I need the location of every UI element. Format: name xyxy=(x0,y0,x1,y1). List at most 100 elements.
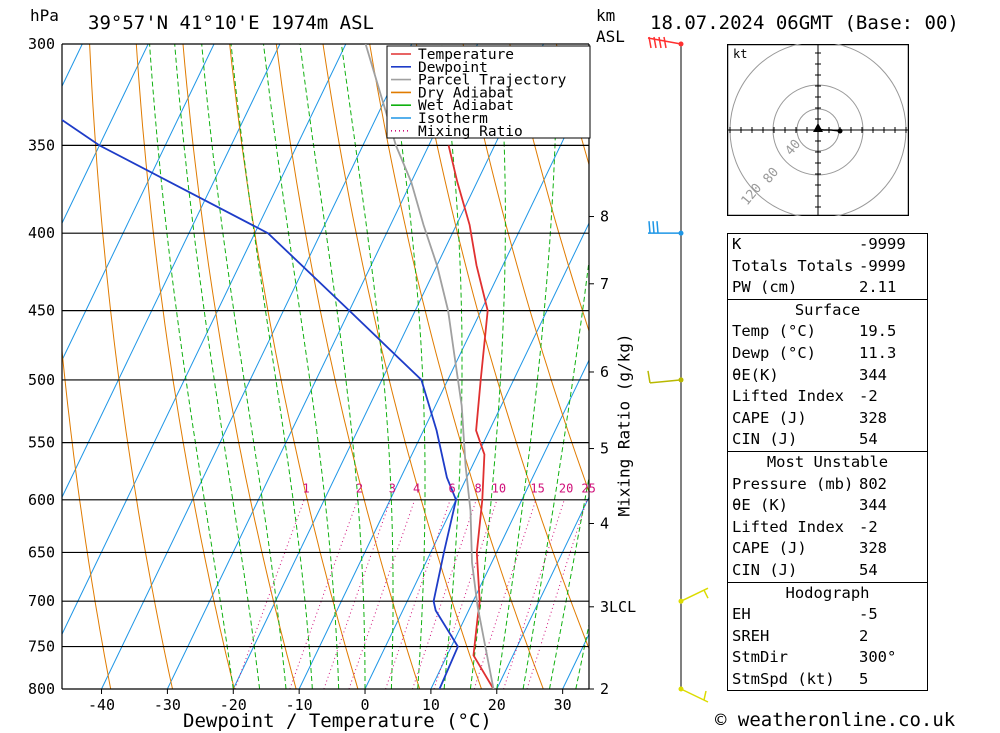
legend-label: Dry Adiabat xyxy=(418,85,514,101)
isotherm-line xyxy=(0,44,16,689)
index-value: 344 xyxy=(859,496,887,515)
wet-adiabat-line xyxy=(549,474,589,689)
wind-barb xyxy=(649,379,682,384)
surface-box: Surface Temp (°C) 19.5 Dewp (°C) 11.3 θE(K… xyxy=(727,299,928,452)
index-label: EH xyxy=(732,605,751,624)
dry-adiabat-line xyxy=(275,44,421,689)
hodograph-unit-label: kt xyxy=(733,47,747,61)
pressure-tick-label: 400 xyxy=(28,224,55,242)
index-row: EH -5 xyxy=(728,604,927,626)
altitude-tick-label: 4 xyxy=(600,514,609,532)
mixing-ratio-line xyxy=(385,499,451,689)
legend-label: Wet Adiabat xyxy=(418,98,514,114)
mixing-ratio-label: 1 xyxy=(303,481,310,495)
temperature-tick-label: 0 xyxy=(361,696,370,714)
index-label: SREH xyxy=(732,626,770,645)
index-value: 2.11 xyxy=(859,278,897,297)
index-value: 54 xyxy=(859,430,878,449)
index-label: CIN (J) xyxy=(732,430,798,449)
wind-barb xyxy=(663,36,667,49)
mixing-ratio-label: 20 xyxy=(559,481,573,495)
copyright-link[interactable]: © weatheronline.co.uk xyxy=(715,709,956,731)
mixing-ratio-line xyxy=(289,499,358,689)
x-axis-title: Dewpoint / Temperature (°C) xyxy=(183,710,492,732)
index-value: 328 xyxy=(859,408,887,427)
index-label: θE(K) xyxy=(732,365,779,384)
index-value: -2 xyxy=(859,517,878,536)
mixing-ratio-label: 25 xyxy=(581,481,595,495)
isotherm-line xyxy=(232,44,544,689)
most-unstable-title: Most Unstable xyxy=(766,452,889,471)
index-label: StmDir xyxy=(732,648,788,667)
legend-label: Temperature xyxy=(418,47,514,63)
location-title: 39°57'N 41°10'E 1974m ASL xyxy=(88,12,374,34)
dry-adiabat-line xyxy=(322,44,482,689)
isotherm-line xyxy=(430,359,589,689)
index-row: CIN (J) 54 xyxy=(728,429,927,451)
isotherm-line xyxy=(364,222,589,689)
wind-barb xyxy=(647,370,651,384)
wind-barb xyxy=(680,587,709,602)
index-row: SREH 2 xyxy=(728,626,927,648)
mixing-ratio-label: 8 xyxy=(475,481,482,495)
altitude-tick-label: 7 xyxy=(600,275,609,293)
isotherm-line xyxy=(298,85,589,689)
mixing-ratio-label: 6 xyxy=(448,481,455,495)
mixing-ratio-line xyxy=(348,499,416,689)
pressure-tick-label: 750 xyxy=(28,638,55,656)
dry-adiabat-line xyxy=(509,44,589,333)
dry-adiabat-line xyxy=(977,44,1000,689)
index-value: -5 xyxy=(859,605,878,624)
index-label: Pressure (mb) xyxy=(732,474,854,493)
index-value: 344 xyxy=(859,365,887,384)
pressure-tick-label: 700 xyxy=(28,592,55,610)
wet-adiabat-line xyxy=(174,44,261,689)
hodograph-panel: kt 40 80 120 xyxy=(727,44,909,216)
index-row: θE (K) 344 xyxy=(728,495,927,517)
indices-table: K -9999 Totals Totals -9999 PW (cm) 2.11 Su… xyxy=(727,233,928,692)
wind-barb xyxy=(653,36,657,49)
index-label: K xyxy=(732,235,742,253)
mixing-ratio-label: 10 xyxy=(492,481,506,495)
wet-adiabat-line xyxy=(575,622,589,689)
index-value: 54 xyxy=(859,560,878,579)
wet-adiabat-line xyxy=(388,44,426,689)
index-label: Lifted Index xyxy=(732,387,844,406)
temperature-tick-label: 20 xyxy=(488,696,506,714)
mixing-ratio-line xyxy=(473,499,537,689)
general-indices-box: K -9999 Totals Totals -9999 PW (cm) 2.11 xyxy=(727,233,928,300)
km-label: km xyxy=(596,6,616,25)
isotherm-line xyxy=(166,44,478,689)
temperature-tick-label: -40 xyxy=(88,696,115,714)
asl-label: ASL xyxy=(596,27,625,46)
index-label: Dewp (°C) xyxy=(732,343,816,362)
index-label: StmSpd (kt) xyxy=(732,669,835,688)
index-row: K -9999 xyxy=(728,234,927,256)
altitude-tick-label: 8 xyxy=(600,208,609,226)
index-label: Totals Totals xyxy=(732,256,854,275)
datetime-label: 18.07.2024 06GMT (Base: 00) xyxy=(650,12,959,34)
wind-barb xyxy=(658,36,662,49)
isotherm-line xyxy=(62,44,149,225)
temperature-tick-label: -20 xyxy=(220,696,247,714)
pressure-tick-label: 600 xyxy=(28,491,55,509)
mixing-ratio-line xyxy=(526,499,588,689)
wind-barb xyxy=(648,36,652,49)
legend-label: Mixing Ratio xyxy=(418,124,523,140)
legend-label: Parcel Trajectory xyxy=(418,73,567,89)
wet-adiabat-line xyxy=(149,44,234,689)
index-row: CAPE (J) 328 xyxy=(728,408,927,430)
wet-adiabat-line xyxy=(230,44,313,689)
wet-adiabat-line xyxy=(441,44,463,689)
altitude-tick-label: 3LCL xyxy=(600,598,636,616)
index-value: -2 xyxy=(859,387,878,406)
index-label: CAPE (J) xyxy=(732,408,807,427)
mixing-ratio-axis-title: Mixing Ratio (g/kg) xyxy=(614,333,634,517)
mixing-ratio-label: 2 xyxy=(356,481,363,495)
hodograph-box: Hodograph EH -5 SREH 2 StmDir 300° StmSpd (… xyxy=(727,582,928,692)
most-unstable-box: Most Unstable Pressure (mb) 802 θE (K) 344… xyxy=(727,451,928,583)
pressure-tick-label: 500 xyxy=(28,371,55,389)
index-value: 328 xyxy=(859,539,887,558)
index-row: Temp (°C) 19.5 xyxy=(728,321,927,343)
